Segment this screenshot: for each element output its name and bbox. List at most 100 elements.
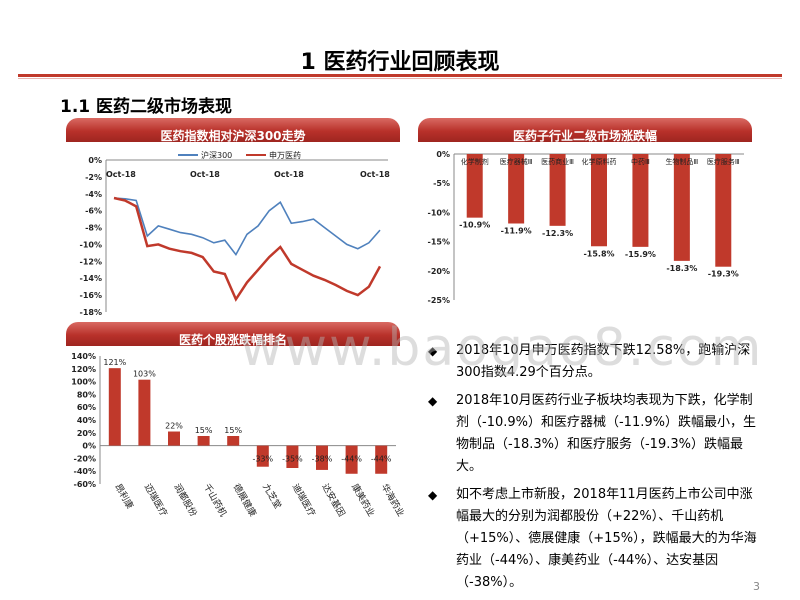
bar (256, 445, 269, 467)
y-tick-label: -12% (80, 257, 102, 266)
watermark: www.baogao8.com (240, 318, 764, 378)
bar (549, 154, 566, 226)
category-label: 德展健康 (231, 482, 259, 519)
category-label: 达安基因 (319, 482, 347, 519)
data-label: -10.9% (459, 221, 490, 230)
x-tick-label: Oct-18 (360, 170, 390, 179)
y-tick-label: -16% (80, 291, 102, 300)
x-tick-label: Oct-18 (190, 170, 220, 179)
stock-bar-chart: 140% 120% 100% 80% 60% 40% 20% 0% -20% -40% -60% 12… (71, 352, 407, 519)
data-label: 22% (165, 422, 183, 431)
y-tick-label: 120% (71, 365, 96, 374)
category-label: 医疗器械Ⅲ (500, 157, 533, 166)
data-label: -19.3% (708, 270, 739, 279)
bar (286, 445, 299, 468)
data-label: -15.9% (625, 250, 656, 259)
y-tick-label: 0% (82, 442, 96, 451)
category-label: 千山药机 (201, 482, 229, 519)
x-tick-label: Oct-18 (106, 170, 136, 179)
bar (508, 154, 525, 224)
bar (466, 154, 483, 218)
y-tick-label: -20% (74, 454, 96, 463)
stock-chart-panel: 140% 120% 100% 80% 60% 40% 20% 0% -20% -40% -60% 12… (60, 346, 407, 526)
y-tick-label: -10% (80, 240, 102, 249)
diamond-bullet-icon: ◆ (428, 394, 438, 408)
series-line (113, 197, 381, 257)
category-label: 迈瑞医疗 (142, 482, 170, 519)
y-tick-label: -60% (74, 480, 96, 489)
diamond-bullet-icon: ◆ (428, 488, 438, 502)
data-label: -33% (252, 455, 273, 464)
bar (345, 445, 358, 474)
title-divider (18, 74, 782, 77)
legend-label: 沪深300 (201, 150, 232, 160)
data-label: -38% (312, 455, 333, 464)
bar (715, 154, 732, 267)
y-tick-label: 0% (436, 150, 450, 159)
category-label: 康美药业 (349, 482, 377, 519)
y-tick-label: -15% (428, 238, 450, 247)
page-number: 3 (753, 580, 760, 593)
y-tick-label: -25% (428, 296, 450, 305)
y-tick-label: 60% (77, 403, 96, 412)
bar (227, 436, 240, 446)
bar (316, 445, 328, 470)
data-label: -11.9% (501, 226, 532, 235)
bar (168, 431, 180, 446)
category-label: 九芝堂 (260, 482, 284, 511)
y-tick-label: -6% (85, 207, 102, 216)
line-chart-header: 医药指数相对沪深300走势 (66, 118, 400, 142)
data-label: 15% (224, 426, 242, 435)
bar (197, 436, 210, 446)
y-tick-label: 40% (77, 416, 96, 425)
subindustry-chart-title: 医药子行业二级市场涨跌幅 (512, 129, 657, 142)
category-label: 润都股份 (171, 482, 199, 519)
category-label: 化学原料药 (582, 157, 617, 166)
y-tick-label: -18% (80, 308, 102, 317)
subindustry-chart-header: 医药子行业二级市场涨跌幅 (418, 118, 752, 142)
data-label: 121% (103, 358, 126, 367)
bullet-text: 2018年10月申万医药指数下跌12.58%，跑输沪深300指数4.29个百分点… (456, 343, 751, 380)
x-tick-label: Oct-18 (274, 170, 304, 179)
data-label: -44% (371, 455, 392, 464)
category-label: 中药Ⅲ (631, 157, 650, 166)
category-label: 医疗服务Ⅲ (707, 157, 740, 166)
data-label: -12.3% (542, 229, 573, 238)
bullet-text: 如不考虑上市新股，2018年11月医药上市公司中涨幅最大的分别为润都股份（+22… (456, 487, 757, 590)
legend-label: 申万医药 (269, 150, 301, 160)
subindustry-chart-panel: 0% -5% -10% -15% -20% -25% 化学制剂 -10.9% 医疗器械Ⅲ -11.… (418, 142, 752, 312)
stock-chart-title: 医药个股涨跌幅排名 (178, 333, 287, 346)
bullet-item: ◆ 2018年10月医药行业子板块均表现为下跌，化学制剂（-10.9%）和医疗器… (422, 390, 762, 478)
y-tick-label: -14% (80, 274, 102, 283)
data-label: 103% (133, 370, 156, 379)
category-label: 生物制品Ⅲ (665, 157, 698, 166)
title-divider-shadow (18, 78, 782, 79)
line-chart: 0% -2% -4% -6% -8% -10% -12% -14% -16% -18% Oct-18… (80, 150, 391, 317)
bar (632, 154, 649, 247)
bar (375, 445, 388, 474)
category-label: 迪瑞医疗 (290, 482, 318, 519)
category-label: 化学制剂 (461, 157, 489, 166)
data-label: -35% (282, 455, 303, 464)
bullet-item: ◆ 2018年10月申万医药指数下跌12.58%，跑输沪深300指数4.29个百… (422, 340, 762, 384)
y-tick-label: 80% (77, 390, 96, 399)
y-tick-label: -20% (428, 267, 450, 276)
data-label: -15.8% (583, 249, 614, 258)
section-subtitle: 1.1 医药二级市场表现 (60, 97, 233, 117)
category-label: 昂利康 (112, 482, 136, 511)
data-label: -44% (341, 455, 362, 464)
y-tick-label: -8% (85, 224, 102, 233)
line-chart-title: 医药指数相对沪深300走势 (160, 129, 306, 142)
y-tick-label: -10% (428, 208, 450, 217)
bullet-text: 2018年10月医药行业子板块均表现为下跌，化学制剂（-10.9%）和医疗器械（… (456, 393, 756, 474)
diamond-bullet-icon: ◆ (428, 344, 438, 358)
y-tick-label: 100% (71, 378, 96, 387)
y-tick-label: 140% (71, 352, 96, 361)
data-label: 15% (195, 426, 213, 435)
data-label: -18.3% (666, 264, 697, 273)
bar (591, 154, 607, 247)
line-chart-panel: 0% -2% -4% -6% -8% -10% -12% -14% -16% -18% Oct-18… (66, 142, 400, 318)
y-tick-label: -2% (85, 173, 102, 182)
page-title: 1 医药行业回顾表现 (300, 50, 500, 75)
y-tick-label: 0% (88, 156, 102, 165)
